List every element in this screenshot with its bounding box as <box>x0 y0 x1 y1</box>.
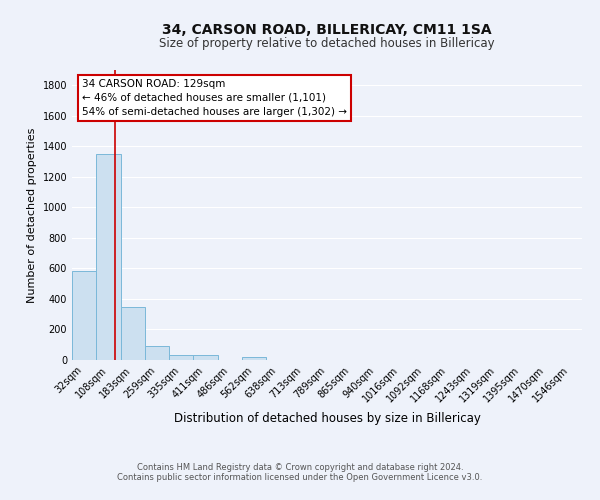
X-axis label: Distribution of detached houses by size in Billericay: Distribution of detached houses by size … <box>173 412 481 426</box>
Bar <box>96 154 121 360</box>
Text: Contains public sector information licensed under the Open Government Licence v3: Contains public sector information licen… <box>118 472 482 482</box>
Bar <box>193 356 218 360</box>
Text: 34 CARSON ROAD: 129sqm
← 46% of detached houses are smaller (1,101)
54% of semi-: 34 CARSON ROAD: 129sqm ← 46% of detached… <box>82 78 347 116</box>
Bar <box>169 356 193 360</box>
Text: 34, CARSON ROAD, BILLERICAY, CM11 1SA: 34, CARSON ROAD, BILLERICAY, CM11 1SA <box>162 22 492 36</box>
Bar <box>145 346 169 360</box>
Bar <box>72 272 96 360</box>
Y-axis label: Number of detached properties: Number of detached properties <box>27 128 37 302</box>
Text: Contains HM Land Registry data © Crown copyright and database right 2024.: Contains HM Land Registry data © Crown c… <box>137 462 463 471</box>
Bar <box>242 357 266 360</box>
Text: Size of property relative to detached houses in Billericay: Size of property relative to detached ho… <box>159 38 495 51</box>
Bar <box>121 306 145 360</box>
